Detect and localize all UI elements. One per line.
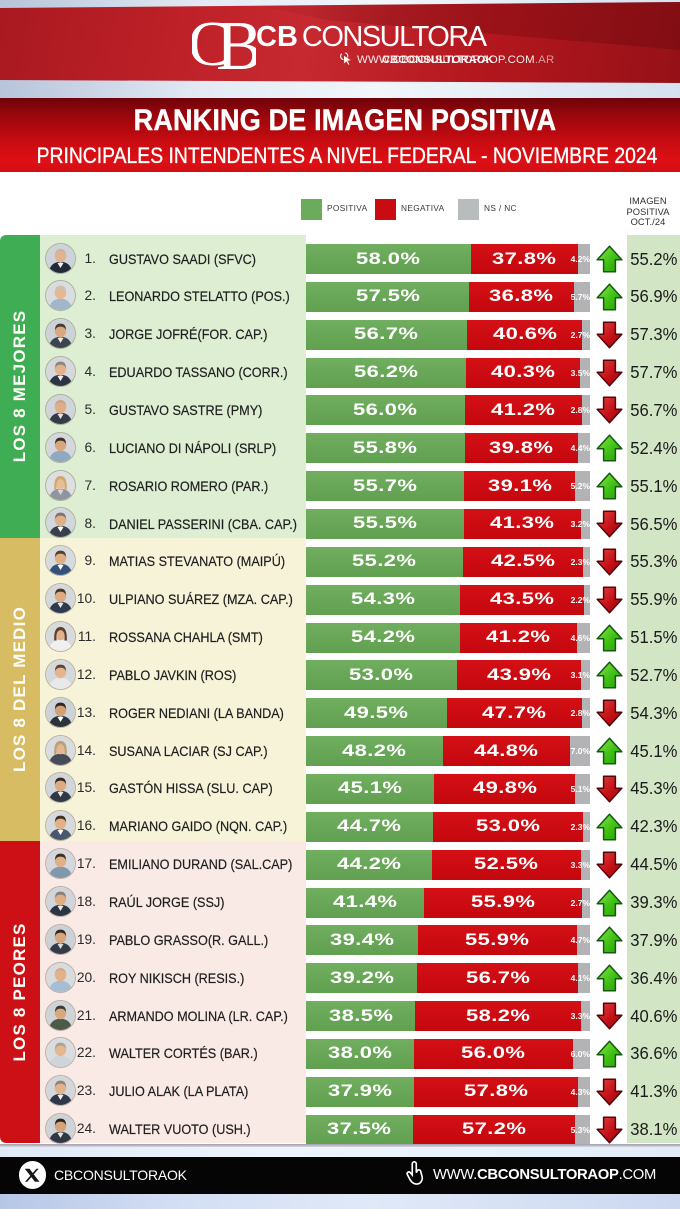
svg-text:B: B <box>216 12 256 76</box>
svg-text:C: C <box>192 12 231 76</box>
